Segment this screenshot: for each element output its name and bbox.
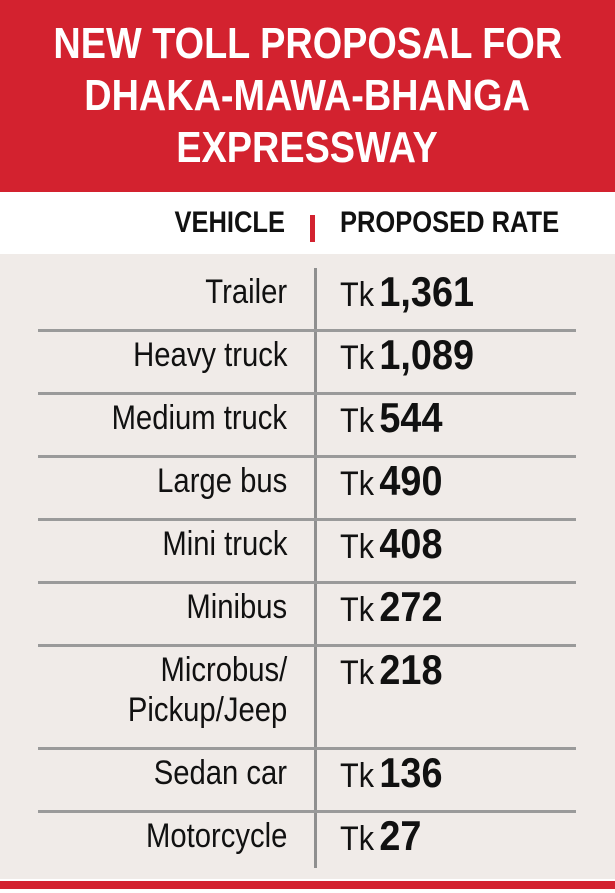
row-separator <box>38 518 576 521</box>
rate-cell: Tk 1,089 <box>340 334 474 385</box>
row-separator <box>38 455 576 458</box>
header-divider <box>310 215 315 242</box>
currency-label: Tk <box>340 339 375 377</box>
currency-label: Tk <box>340 276 375 314</box>
vehicle-cell: Medium truck <box>112 398 287 438</box>
currency-label: Tk <box>340 465 375 503</box>
vehicle-label-line: Microbus/ <box>160 651 287 689</box>
row-separator <box>38 329 576 332</box>
currency-label: Tk <box>340 402 375 440</box>
vehicle-cell: Motorcycle <box>146 816 287 856</box>
vehicle-label-line: Heavy truck <box>132 336 287 374</box>
vehicle-label-line: Minibus <box>186 588 287 626</box>
rate-amount: 544 <box>379 394 443 441</box>
row-separator <box>38 644 576 647</box>
title-line-3: EXPRESSWAY <box>176 123 439 172</box>
rate-table: Trailer Tk 1,361 Heavy truck Tk 1,089 Medium t… <box>0 254 615 879</box>
vehicle-cell: Heavy truck <box>133 335 287 375</box>
currency-label: Tk <box>340 654 375 692</box>
vehicle-label-line: Large bus <box>156 462 287 500</box>
table-row: Sedan car Tk 136 <box>0 749 615 813</box>
table-row: Mini truck Tk 408 <box>0 520 615 584</box>
vehicle-cell: Large bus <box>157 461 287 501</box>
rate-amount: 218 <box>379 646 443 693</box>
rate-cell: Tk 218 <box>340 649 442 700</box>
vehicle-label-line: Mini truck <box>161 525 287 563</box>
rate-cell: Tk 27 <box>340 815 421 866</box>
rate-amount: 408 <box>379 520 443 567</box>
currency-label: Tk <box>340 757 375 795</box>
row-separator <box>38 581 576 584</box>
rate-cell: Tk 490 <box>340 460 442 511</box>
rate-cell: Tk 136 <box>340 752 442 803</box>
row-separator <box>38 392 576 395</box>
vehicle-cell: Sedan car <box>154 753 287 793</box>
rate-amount: 1,361 <box>379 268 475 315</box>
table-row: Trailer Tk 1,361 <box>0 268 615 332</box>
rate-amount: 27 <box>379 812 422 859</box>
currency-label: Tk <box>340 591 375 629</box>
vehicle-label-line: Motorcycle <box>145 817 287 855</box>
rate-amount: 136 <box>379 749 443 796</box>
table-row: Medium truck Tk 544 <box>0 394 615 458</box>
vehicle-label-line: Trailer <box>205 273 287 311</box>
vehicle-label-line: Medium truck <box>111 399 287 437</box>
title-band: NEW TOLL PROPOSAL FOR DHAKA-MAWA-BHANGA … <box>0 0 615 192</box>
vehicle-cell: Mini truck <box>162 524 287 564</box>
row-separator <box>38 810 576 813</box>
rate-cell: Tk 272 <box>340 586 442 637</box>
rate-amount: 1,089 <box>379 331 475 378</box>
rate-column-header: PROPOSED RATE <box>340 206 560 239</box>
rate-cell: Tk 1,361 <box>340 271 474 322</box>
row-separator <box>38 747 576 750</box>
currency-label: Tk <box>340 528 375 566</box>
title-line-1: NEW TOLL PROPOSAL FOR <box>53 19 562 68</box>
rate-amount: 272 <box>379 583 443 630</box>
vehicle-cell: Trailer <box>205 272 287 312</box>
rate-amount: 490 <box>379 457 443 504</box>
table-row: Microbus/Pickup/Jeep Tk 218 <box>0 646 615 750</box>
column-divider <box>314 268 317 868</box>
vehicle-cell: Microbus/Pickup/Jeep <box>128 650 287 730</box>
vehicle-label-line: Pickup/Jeep <box>127 691 287 729</box>
table-row: Large bus Tk 490 <box>0 457 615 521</box>
table-header: VEHICLE PROPOSED RATE <box>0 192 615 254</box>
currency-label: Tk <box>340 820 375 858</box>
title-line-2: DHAKA-MAWA-BHANGA <box>84 71 531 120</box>
vehicle-column-header: VEHICLE <box>174 206 285 239</box>
bottom-accent-bar <box>0 881 615 889</box>
vehicle-label-line: Sedan car <box>153 754 287 792</box>
rate-cell: Tk 408 <box>340 523 442 574</box>
rate-cell: Tk 544 <box>340 397 442 448</box>
table-row: Minibus Tk 272 <box>0 583 615 647</box>
vehicle-cell: Minibus <box>186 587 287 627</box>
table-row: Motorcycle Tk 27 <box>0 812 615 875</box>
table-row: Heavy truck Tk 1,089 <box>0 331 615 395</box>
